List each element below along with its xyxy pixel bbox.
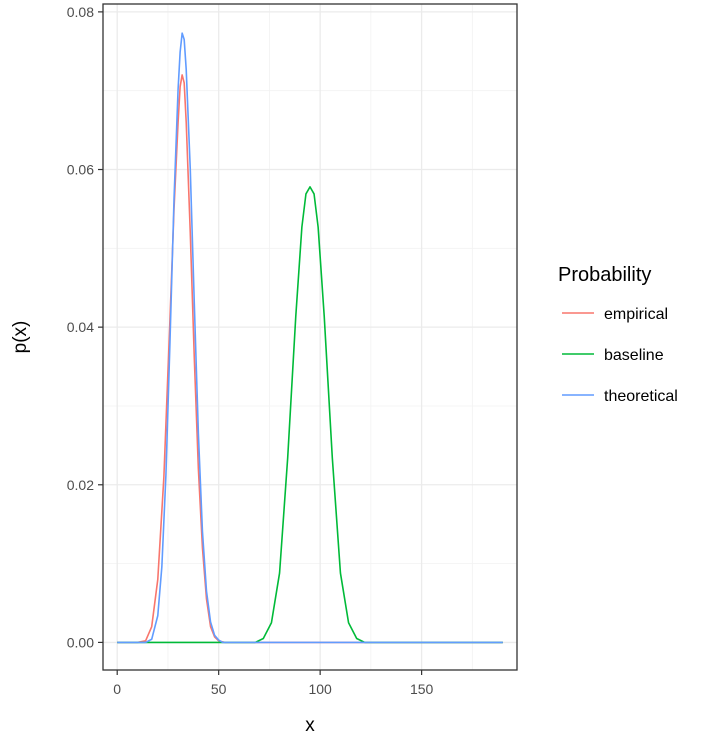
series-line-baseline [117, 186, 503, 644]
legend-label-theoretical: theoretical [604, 388, 678, 405]
x-axis-title: x [305, 715, 315, 736]
series-line-theoretical [117, 32, 503, 644]
legend-label-baseline: baseline [604, 347, 664, 364]
y-tick-label: 0.04 [67, 319, 94, 335]
legend: Probability empirical baseline theoretical [558, 264, 678, 405]
y-tick-label: 0.02 [67, 477, 94, 493]
x-tick-label: 0 [113, 681, 121, 697]
x-tick-label: 150 [410, 681, 434, 697]
panel-border [102, 3, 518, 671]
y-axis: 0.00 0.02 0.04 0.06 0.08 [67, 4, 103, 650]
legend-items: empirical baseline theoretical [562, 306, 678, 405]
x-tick-label: 100 [308, 681, 332, 697]
y-tick-label: 0.06 [67, 162, 94, 178]
y-tick-label: 0.00 [67, 634, 94, 650]
legend-title: Probability [558, 264, 651, 286]
x-tick-label: 50 [211, 681, 227, 697]
panel-background [103, 4, 517, 670]
legend-label-empirical: empirical [604, 306, 668, 323]
y-axis-title: p(x) [10, 321, 31, 354]
series-line-empirical [117, 74, 503, 644]
x-axis: 0 50 100 150 [113, 670, 434, 697]
series-lines [117, 32, 503, 644]
y-tick-label: 0.08 [67, 4, 94, 20]
